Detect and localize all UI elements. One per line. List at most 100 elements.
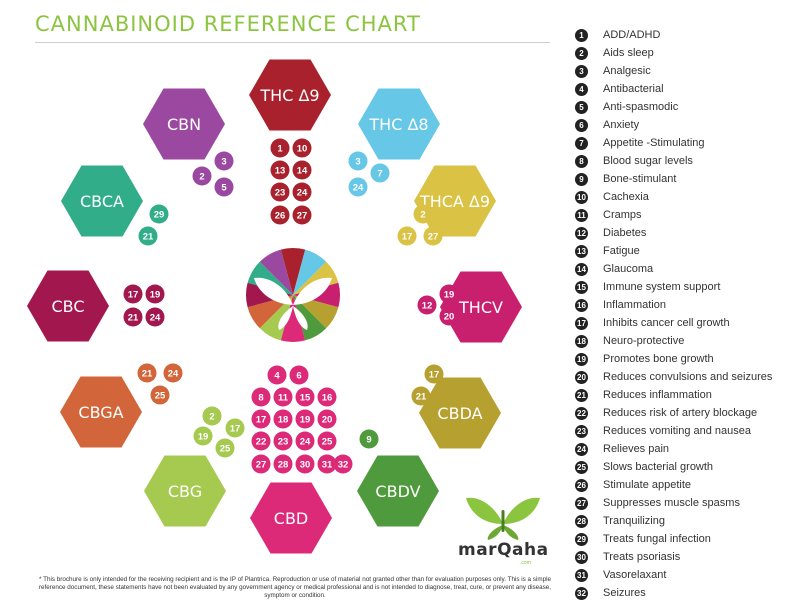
benefit-badge: 7 — [370, 163, 390, 183]
brand-domain: .com — [520, 560, 531, 566]
brand-logo: marQaha .com — [458, 494, 548, 574]
legend-number: 17 — [575, 316, 588, 330]
benefit-badge: 17 — [251, 409, 271, 429]
svg-text:19: 19 — [300, 414, 311, 425]
benefit-badge: 20 — [439, 306, 459, 326]
svg-text:22: 22 — [256, 436, 267, 447]
benefit-badge: 27 — [423, 226, 443, 246]
svg-text:23: 23 — [275, 187, 286, 198]
benefit-badge: 13 — [270, 160, 290, 180]
legend-label: Treats fungal infection — [603, 533, 711, 545]
cannabinoid-name: CBN — [167, 115, 201, 134]
cannabinoid-name: CBD — [274, 509, 308, 528]
legend-label: Appetite -Stimulating — [603, 137, 705, 149]
benefit-badge: 2 — [192, 166, 212, 186]
legend-number: 1 — [575, 28, 588, 42]
chart-title: CANNABINOID REFERENCE CHART — [35, 12, 421, 36]
svg-text:6: 6 — [296, 370, 301, 381]
benefit-badge: 30 — [295, 454, 315, 474]
svg-text:17: 17 — [128, 289, 139, 300]
legend-label: Cachexia — [603, 191, 649, 203]
svg-text:26: 26 — [275, 210, 286, 221]
cannabinoid-cbdv: CBDV 9 — [357, 429, 439, 527]
legend-label: Neuro-protective — [603, 335, 685, 347]
flower-petal — [293, 249, 327, 295]
legend-number: 13 — [575, 244, 588, 258]
legend-number: 6 — [575, 118, 588, 132]
legend-label: Slows bacterial growth — [603, 461, 714, 473]
benefit-badge: 9 — [359, 429, 379, 449]
cannabinoid-name: THCA Δ9 — [419, 192, 490, 211]
cannabinoid-cbc: CBC 17 19 21 24 — [27, 270, 165, 342]
legend-item: 22 Reduces risk of artery blockage — [575, 404, 757, 422]
hexagon-shape — [143, 88, 225, 160]
benefit-badge: 12 — [417, 295, 437, 315]
svg-text:9: 9 — [366, 434, 371, 445]
legend-item: 18 Neuro-protective — [575, 332, 684, 350]
benefit-badge: 24 — [292, 182, 312, 202]
cannabinoid-thc-delta9: THC Δ9 1 10 13 14 23 24 26 27 — [249, 59, 331, 225]
svg-text:13: 13 — [275, 165, 286, 176]
svg-text:27: 27 — [297, 210, 308, 221]
legend-number: 26 — [575, 478, 588, 492]
legend-item: 5 Anti-spasmodic — [575, 98, 678, 116]
cannabinoid-thcv: THCV 12 19 20 — [417, 271, 522, 343]
title-divider — [35, 42, 550, 43]
svg-text:27: 27 — [428, 231, 439, 242]
svg-text:21: 21 — [143, 231, 154, 242]
legend-item: 21 Reduces inflammation — [575, 386, 712, 404]
benefit-badge: 17 — [424, 364, 444, 384]
svg-text:21: 21 — [416, 391, 427, 402]
legend-label: Blood sugar levels — [603, 155, 693, 167]
legend-number: 32 — [575, 586, 588, 600]
benefit-badge: 1 — [270, 138, 290, 158]
svg-text:21: 21 — [142, 368, 153, 379]
svg-text:29: 29 — [154, 209, 165, 220]
svg-text:5: 5 — [221, 182, 227, 193]
benefit-badge: 24 — [163, 363, 183, 383]
legend-label: Anti-spasmodic — [603, 101, 679, 113]
svg-text:2: 2 — [420, 209, 425, 220]
flower-petal — [247, 261, 293, 295]
legend-number: 27 — [575, 496, 588, 510]
legend-label: Glaucoma — [603, 263, 654, 275]
svg-text:24: 24 — [300, 436, 311, 447]
legend-label: Reduces convulsions and seizures — [603, 371, 773, 383]
svg-text:25: 25 — [220, 443, 231, 454]
disclaimer-footnote: * This brochure is only intended for the… — [38, 576, 552, 599]
benefit-badge: 21 — [138, 226, 158, 246]
cannabinoid-thc-delta8: THC Δ8 3 7 24 — [348, 88, 440, 197]
benefit-badge: 3 — [214, 151, 234, 171]
legend-label: ADD/ADHD — [603, 29, 661, 41]
hexagon-shape — [440, 271, 522, 343]
legend-item: 7 Appetite -Stimulating — [575, 134, 705, 152]
svg-text:21: 21 — [128, 312, 139, 323]
legend-item: 12 Diabetes — [575, 224, 646, 242]
benefit-badge: 32 — [333, 454, 353, 474]
legend-item: 1 ADD/ADHD — [575, 26, 660, 44]
legend-label: Reduces vomiting and nausea — [603, 425, 751, 437]
benefit-badge: 16 — [317, 387, 337, 407]
benefit-badge: 24 — [295, 431, 315, 451]
benefit-badge: 17 — [123, 284, 143, 304]
legend-item: 26 Stimulate appetite — [575, 476, 691, 494]
brand-name: marQaha — [458, 540, 549, 560]
cannabinoid-name: THC Δ9 — [259, 86, 319, 105]
svg-text:17: 17 — [256, 414, 267, 425]
butterfly-logo-icon — [466, 497, 540, 540]
legend-number: 21 — [575, 388, 588, 402]
svg-text:17: 17 — [402, 231, 413, 242]
cannabinoid-name: CBG — [168, 482, 202, 501]
benefit-badge: 24 — [145, 307, 165, 327]
svg-text:17: 17 — [429, 369, 440, 380]
benefit-badge: 27 — [251, 454, 271, 474]
svg-text:24: 24 — [168, 368, 179, 379]
benefit-badge: 31 — [317, 454, 337, 474]
benefit-badge: 4 — [267, 365, 287, 385]
legend-label: Reduces inflammation — [603, 389, 712, 401]
legend-number: 22 — [575, 406, 588, 420]
svg-text:11: 11 — [278, 392, 289, 403]
cannabinoid-name: CBC — [51, 297, 84, 316]
